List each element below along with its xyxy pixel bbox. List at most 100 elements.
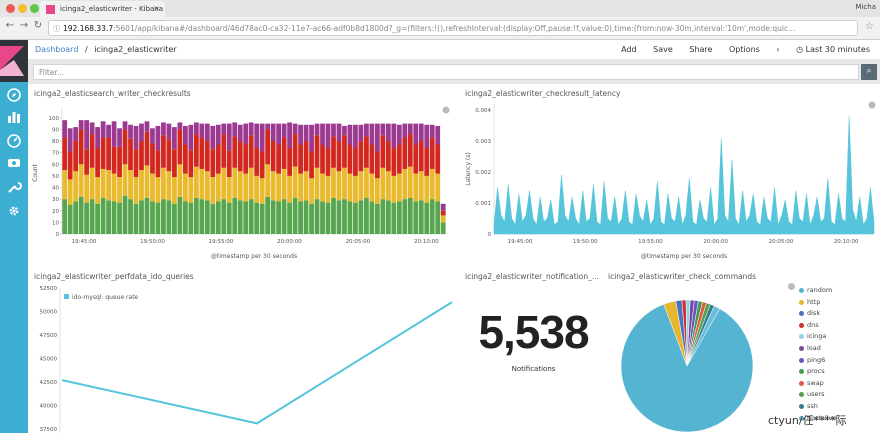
bar-segment [270,141,276,172]
bar-segment [67,179,73,205]
y-tick-label: 40 [52,186,59,192]
bar-segment [440,203,446,211]
bar-segment [276,201,282,234]
minimize-window-icon[interactable] [18,4,27,13]
bar-segment [298,144,303,174]
legend-item[interactable]: ssh [790,402,880,414]
y-tick-label: 10 [52,220,59,226]
legend-item[interactable]: users [790,390,880,402]
save-button[interactable]: Save [653,45,673,54]
profile-name[interactable]: Micha [855,3,876,11]
y-tick-label: 37500 [40,427,58,433]
management-gear-icon[interactable] [6,204,22,218]
legend-item[interactable]: dns [790,321,880,333]
bar-segment [62,137,68,171]
check-commands-pie-chart [620,299,754,433]
legend-item[interactable]: http [790,298,880,310]
legend-item[interactable]: hostalive [790,414,880,426]
legend-label: load [807,343,821,352]
x-tick-label: 19:55:00 [209,239,234,245]
back-arrow-icon[interactable]: ← [5,20,15,31]
info-icon: ⓘ [53,25,60,33]
bar-segment [144,165,150,198]
y-tick-label: 50000 [40,310,58,316]
bar-segment [325,175,331,203]
legend-color-dot [799,392,804,398]
browser-tab[interactable]: icinga2_elasticwriter - Kibana × [40,1,165,17]
pie-slice [686,305,721,367]
bar-segment [210,203,216,234]
bar-segment [204,141,210,172]
bar-segment [270,123,276,142]
visualize-icon[interactable] [6,110,22,124]
bar-segment [429,137,435,169]
bar-segment [106,137,111,171]
bar-segment [199,123,205,138]
bar-segment [391,148,397,176]
time-previous-button[interactable]: ‹ [776,45,780,54]
bar-segment [424,175,430,203]
bar-segment [100,137,106,169]
reload-icon[interactable]: ↻ [33,20,43,31]
bar-segment [139,200,144,234]
bar-segment [374,123,380,152]
bar-segment [270,171,276,201]
bar-segment [429,199,435,234]
legend-item[interactable]: ping6 [790,356,880,368]
bar-segment [193,122,199,135]
legend-item[interactable]: disk [790,309,880,321]
legend-item[interactable]: swap [790,379,880,391]
discover-icon[interactable] [6,88,22,102]
bar-segment [226,177,232,203]
legend-item[interactable]: random [790,286,880,298]
x-tick-label: 19:55:00 [638,239,663,245]
legend-item[interactable]: icinga [790,332,880,344]
legend-item[interactable]: load [790,344,880,356]
legend-toggle-icon[interactable] [788,283,795,290]
bar-segment [172,203,177,234]
bar-segment [347,124,353,145]
bar-segment [440,210,446,216]
bar-segment [369,173,375,202]
kibana-logo-icon[interactable] [0,40,28,82]
timelion-icon[interactable] [6,156,22,170]
latency-area-series [493,116,875,235]
close-window-icon[interactable] [6,4,15,13]
search-icon[interactable]: ⌕ [861,64,877,80]
forward-arrow-icon[interactable]: → [19,20,29,31]
bar-segment [429,168,435,200]
bar-segment [89,134,95,168]
bar-segment [309,124,314,152]
bar-segment [248,167,254,200]
options-button[interactable]: Options [728,45,760,54]
zoom-window-icon[interactable] [30,4,39,13]
address-bar[interactable]: ⓘ 192.168.33.7:5601/app/kibana#/dashboar… [48,20,858,36]
dev-tools-wrench-icon[interactable] [6,180,22,194]
filter-input[interactable]: Filter... [33,64,859,80]
pie-slice [620,303,754,433]
bar-segment [380,199,386,234]
breadcrumb-dashboard-link[interactable]: Dashboard [35,45,79,54]
bar-segment [193,134,199,167]
time-picker-button[interactable]: ◷ Last 30 minutes [796,45,870,54]
bar-segment [95,203,100,234]
bar-segment [336,141,342,172]
bar-segment [139,141,144,171]
bar-segment [144,131,150,166]
legend-item[interactable]: procs [790,367,880,379]
add-button[interactable]: Add [621,45,637,54]
legend-label: swap [807,378,824,387]
bar-segment [259,203,265,234]
bar-segment [424,148,430,176]
tab-close-icon[interactable]: × [153,4,160,13]
bookmark-star-icon[interactable]: ☆ [865,21,874,32]
bar-segment [259,151,265,179]
share-button[interactable]: Share [689,45,713,54]
y-tick-label: 0.001 [475,201,491,207]
bar-segment [396,144,402,174]
y-tick-label: 0.004 [475,108,491,114]
y-tick-label: 0 [488,232,492,238]
legend-toggle-icon [442,106,450,114]
dashboard-icon[interactable] [6,134,22,148]
y-tick-label: 60 [52,162,59,168]
